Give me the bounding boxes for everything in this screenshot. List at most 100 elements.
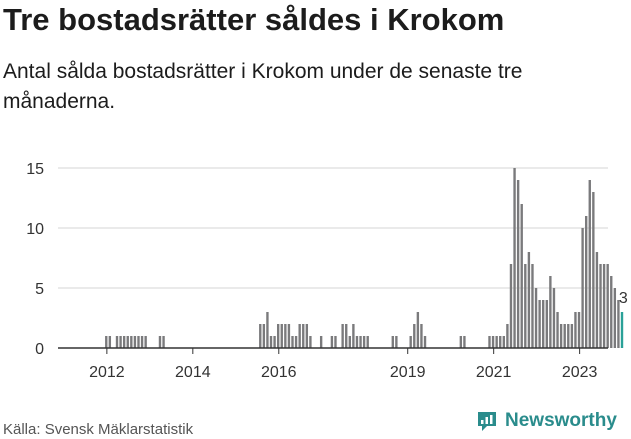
bar xyxy=(502,336,505,348)
bar xyxy=(538,300,541,348)
bar xyxy=(276,324,280,348)
bar xyxy=(585,216,588,348)
bar xyxy=(362,336,366,348)
bar xyxy=(140,336,144,348)
y-tick-label: 5 xyxy=(35,281,44,298)
bar xyxy=(488,336,491,348)
bar xyxy=(133,336,137,348)
bar xyxy=(606,264,609,348)
bar xyxy=(588,180,591,348)
bar xyxy=(516,180,520,348)
bar xyxy=(355,336,359,348)
bar xyxy=(330,336,334,348)
bar xyxy=(137,336,140,348)
bar xyxy=(105,336,108,348)
bar xyxy=(506,324,509,348)
source-note: Källa: Svensk Mäklarstatistik xyxy=(3,421,194,438)
bar xyxy=(563,324,566,348)
bar xyxy=(499,336,502,348)
bar xyxy=(119,336,122,348)
bar xyxy=(463,336,466,348)
bar xyxy=(552,288,556,348)
bar xyxy=(395,336,398,348)
bar xyxy=(423,336,427,348)
bar xyxy=(259,324,262,348)
bar xyxy=(534,288,538,348)
bar xyxy=(545,300,548,348)
bar xyxy=(559,324,563,348)
bar xyxy=(345,324,348,348)
bar xyxy=(509,264,513,348)
x-tick-label: 2023 xyxy=(562,364,598,381)
bar xyxy=(162,336,165,348)
bar xyxy=(549,276,552,348)
bar xyxy=(352,324,355,348)
bar xyxy=(280,324,283,348)
brand-name: Newsworthy xyxy=(505,410,617,431)
bar xyxy=(610,276,613,348)
bar xyxy=(491,336,495,348)
bar xyxy=(108,336,112,348)
bar-highlight xyxy=(620,312,624,348)
gridlines xyxy=(58,167,608,289)
bar xyxy=(284,324,287,348)
bar xyxy=(413,324,416,348)
bar xyxy=(527,252,531,348)
bar xyxy=(613,288,617,348)
data-label-last-bar: 3 xyxy=(619,290,628,307)
bar xyxy=(581,228,584,348)
x-tick-label: 2012 xyxy=(89,364,125,381)
bar xyxy=(348,336,351,348)
bar xyxy=(302,324,305,348)
bar xyxy=(459,336,463,348)
bar xyxy=(416,312,420,348)
bar xyxy=(122,336,126,348)
x-tick-label: 2021 xyxy=(476,364,512,381)
bar xyxy=(531,264,534,348)
bar xyxy=(319,336,323,348)
bar xyxy=(592,192,595,348)
bar xyxy=(115,336,119,348)
bar xyxy=(366,336,369,348)
x-tick-label: 2016 xyxy=(261,364,297,381)
bar xyxy=(617,300,620,348)
bar xyxy=(305,324,309,348)
y-tick-label: 10 xyxy=(26,221,44,238)
bar xyxy=(420,324,423,348)
bar xyxy=(334,336,337,348)
bar xyxy=(158,336,162,348)
bar xyxy=(359,336,362,348)
y-tick-labels: 0 5 10 15 xyxy=(26,161,44,358)
newsworthy-logo: Newsworthy xyxy=(476,410,617,432)
bar xyxy=(577,312,581,348)
bar xyxy=(269,336,273,348)
bar xyxy=(556,312,559,348)
bar xyxy=(273,336,276,348)
bar xyxy=(567,324,570,348)
newsworthy-logo-icon xyxy=(478,412,496,431)
bar xyxy=(287,324,291,348)
bar xyxy=(599,264,602,348)
bar xyxy=(542,300,545,348)
bar xyxy=(309,336,312,348)
bar xyxy=(574,312,577,348)
annotations: 3 xyxy=(619,290,628,307)
bar xyxy=(298,324,301,348)
bar xyxy=(341,324,344,348)
bar xyxy=(294,336,298,348)
bar xyxy=(602,264,606,348)
bar xyxy=(595,252,599,348)
x-axis: 2012 2014 2016 2019 2021 2023 xyxy=(58,347,608,381)
bar xyxy=(409,336,412,348)
y-tick-label: 0 xyxy=(35,341,44,358)
bars xyxy=(105,168,624,348)
bar xyxy=(266,312,269,348)
y-tick-label: 15 xyxy=(26,161,44,178)
bar xyxy=(570,324,574,348)
bar xyxy=(126,336,129,348)
chart-subtitle: Antal sålda bostadsrätter i Krokom under… xyxy=(3,60,523,113)
bar xyxy=(262,324,266,348)
bar xyxy=(391,336,394,348)
bar xyxy=(291,336,294,348)
